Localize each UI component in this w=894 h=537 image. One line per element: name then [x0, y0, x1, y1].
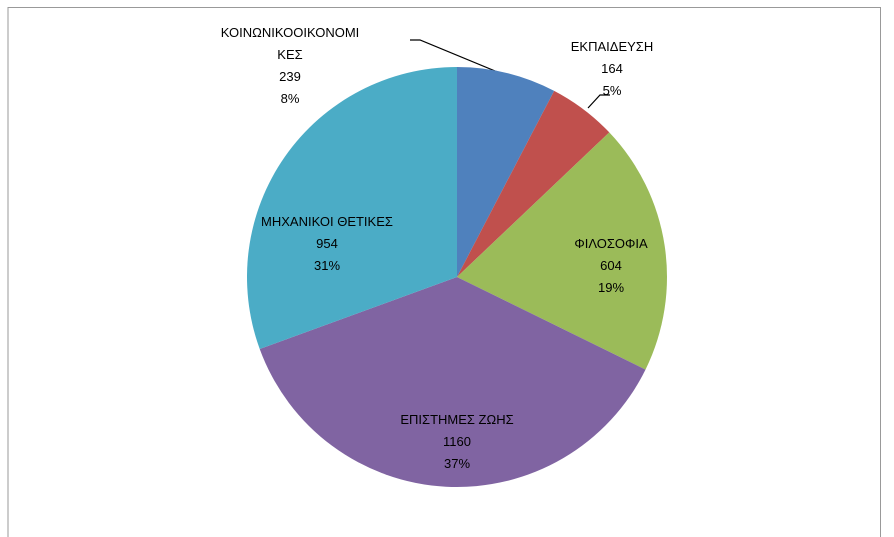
category-label: ΕΠΙΣΤΗΜΕΣ ΖΩΗΣ	[400, 412, 514, 427]
pie-slice	[457, 67, 555, 277]
value-label: 239	[279, 69, 301, 84]
value-label: 604	[600, 258, 622, 273]
pie-slice	[259, 277, 646, 488]
percent-label: 8%	[280, 91, 300, 106]
leader-line	[410, 39, 513, 79]
category-label: ΦΙΛΟΣΟΦΙΑ	[574, 236, 648, 251]
leader-line	[587, 94, 610, 109]
category-label: ΕΚΠΑΙΔΕΥΣΗ	[570, 39, 654, 54]
value-label: 1160	[443, 434, 471, 449]
percent-label: 31%	[313, 258, 341, 273]
percent-label: 5%	[602, 83, 622, 98]
percent-label: 19%	[597, 280, 625, 295]
pie-slice	[246, 67, 457, 349]
percent-label: 37%	[443, 456, 471, 471]
pie-slice	[457, 132, 667, 370]
data-label: ΜΗΧΑΝΙΚΟΙ ΘΕΤΙΚΕΣ 954 31%	[237, 211, 417, 277]
pie-slice	[457, 90, 610, 278]
value-label: 954	[316, 236, 338, 251]
category-label: ΚΟΙΝΩΝΙΚΟΟΙΚΟΝΟΜΙΚΕΣ	[220, 25, 360, 62]
value-label: 164	[601, 61, 623, 76]
chart-border	[7, 7, 881, 537]
data-label: ΚΟΙΝΩΝΙΚΟΟΙΚΟΝΟΜΙΚΕΣ 239 8%	[220, 22, 360, 110]
data-label: ΕΚΠΑΙΔΕΥΣΗ 164 5%	[552, 36, 672, 102]
data-label: ΕΠΙΣΤΗΜΕΣ ΖΩΗΣ 1160 37%	[367, 409, 547, 475]
category-label: ΜΗΧΑΝΙΚΟΙ ΘΕΤΙΚΕΣ	[261, 214, 393, 229]
data-label: ΦΙΛΟΣΟΦΙΑ 604 19%	[551, 233, 671, 299]
